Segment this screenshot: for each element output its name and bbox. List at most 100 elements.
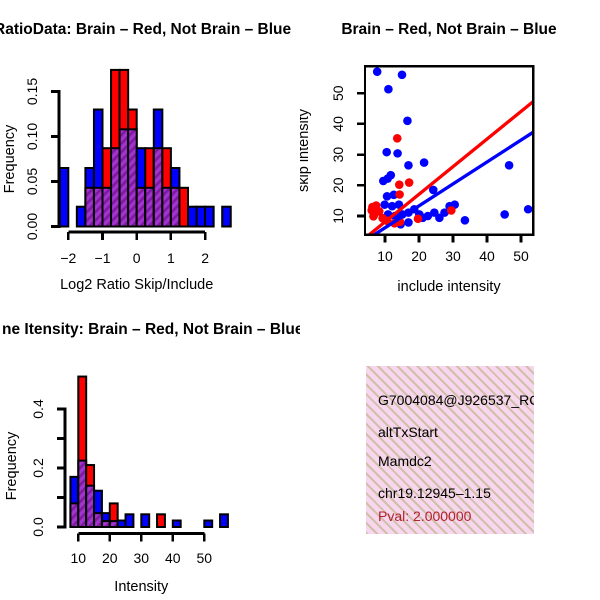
- y-axis-label: skip intensity: [300, 108, 312, 192]
- x-tick-label: 2: [201, 250, 209, 266]
- scatter-point-blue: [423, 211, 433, 221]
- info-pval: Pval: 2.000000: [378, 508, 472, 524]
- scatter-point-blue: [523, 204, 533, 214]
- hist-bar-overlap: [108, 520, 119, 529]
- info-locus: chr19.12945–1.15: [378, 485, 491, 501]
- info-probe-id: G7004084@J926537_RC: [378, 392, 534, 408]
- hist-bar: [58, 167, 70, 228]
- y-axis-label: Frequency: [2, 124, 18, 193]
- scatter-point-blue: [380, 200, 389, 209]
- hist-bar-overlap: [110, 147, 121, 228]
- hist-bar-overlap: [101, 186, 113, 228]
- hist-bar-overlap: [144, 186, 155, 228]
- scatter-point-red: [413, 214, 423, 224]
- scatter-point-blue: [440, 208, 449, 217]
- y-tick-label: 10: [330, 208, 346, 224]
- y-tick-label: 0.2: [30, 458, 46, 478]
- hist-gene-intensity-chart: 0.0 0.2 0.4 10 20 30 40 50 Intensity Frequency ne …: [2, 321, 300, 595]
- hist-bar: [116, 519, 127, 528]
- hist-bar: [178, 186, 189, 228]
- x-tick-label: 40: [479, 248, 495, 264]
- x-tick-label: 1: [167, 250, 175, 266]
- scatter-point-red: [374, 207, 384, 216]
- hist-bar: [221, 205, 232, 228]
- scatter-point-blue: [504, 161, 514, 170]
- x-tick-label: 20: [411, 248, 427, 264]
- hist-bar-overlap: [92, 186, 104, 228]
- scatter-point-blue: [428, 185, 438, 195]
- y-tick-label: 0.0: [30, 517, 46, 537]
- x-tick-label: 30: [445, 248, 461, 264]
- hist-bar-overlap: [127, 128, 138, 228]
- hist-bar: [156, 513, 166, 529]
- hist-bar-overlap: [84, 186, 95, 228]
- y-tick-label: 30: [330, 147, 346, 163]
- x-axis-label: Intensity: [114, 579, 169, 595]
- y-tick-label: 0.10: [24, 123, 40, 150]
- x-tick-label: 20: [102, 550, 118, 566]
- panel-hist-gene-intensity: 0.0 0.2 0.4 10 20 30 40 50 Intensity Frequency ne …: [0, 300, 300, 600]
- fit-line-not-brain-fit: [373, 130, 535, 237]
- x-tick-label: −2: [60, 250, 76, 266]
- scatter-point-red: [395, 190, 404, 199]
- hist-bar: [203, 519, 214, 528]
- hist-bar-overlap: [77, 459, 88, 528]
- x-tick-label: −1: [95, 250, 111, 266]
- hist-bar-overlap: [152, 147, 164, 228]
- scatter-point-blue: [404, 161, 413, 170]
- panel-hist-log2-ratio: 0.00 0.05 0.10 0.15 −2 −1 0 1 2 Log2 Ratio Skip/I…: [0, 0, 300, 300]
- y-tick-label: 0.4: [30, 399, 46, 419]
- x-tick-label: 50: [197, 550, 213, 566]
- x-axis-label: include intensity: [397, 279, 501, 295]
- scatter-point-blue: [386, 170, 396, 180]
- scatter-point-blue: [403, 116, 412, 126]
- x-tick-label: 10: [71, 550, 87, 566]
- scatter-point-blue: [404, 218, 413, 227]
- y-tick-label: 0.15: [24, 78, 40, 105]
- scatter-point-red: [447, 206, 456, 215]
- scatter-point-blue: [460, 215, 470, 225]
- hist-bar: [171, 519, 182, 528]
- fit-line-brain-fit: [368, 100, 535, 237]
- hist-bar-overlap: [100, 520, 111, 529]
- plot-box: [363, 65, 535, 236]
- hist-bar-overlap: [169, 186, 181, 228]
- y-tick-label: 0.05: [24, 168, 40, 195]
- hist-bar: [187, 205, 198, 228]
- scatter-point-blue: [372, 67, 382, 77]
- scatter-point-blue: [397, 70, 407, 80]
- y-tick-label: 40: [330, 116, 346, 132]
- event-info-box: G7004084@J926537_RC altTxStart Mamdc2 ch…: [366, 366, 534, 534]
- chart-title: RatioData: Brain – Red, Not Brain – Blue: [0, 21, 292, 38]
- scatter-point-blue: [382, 147, 391, 157]
- scatter-point-red: [394, 180, 404, 189]
- hist-bar: [75, 205, 87, 228]
- scatter-point-blue: [387, 201, 397, 211]
- hist-bar: [219, 513, 229, 529]
- hist-bar-overlap: [118, 128, 130, 228]
- hist-bar-overlap: [161, 186, 172, 228]
- scatter-point-blue: [500, 210, 509, 219]
- hist-bar-overlap: [69, 502, 80, 528]
- hist-bar: [204, 205, 215, 228]
- y-axis-label: Frequency: [4, 431, 20, 500]
- y-tick-label: 0.00: [24, 213, 40, 240]
- scatter-chart: 10 20 30 40 50 10 20 30 40 50 include intensity ski…: [300, 21, 557, 295]
- y-tick-label: 50: [330, 85, 346, 101]
- hist-bar-overlap: [85, 484, 96, 528]
- scatter-point-blue: [419, 158, 429, 167]
- y-tick-label: 20: [330, 177, 346, 193]
- x-tick-label: 40: [165, 550, 181, 566]
- chart-title: ne Itensity: Brain – Red, Not Brain – Bl…: [2, 321, 300, 338]
- x-axis-label: Log2 Ratio Skip/Include: [60, 277, 213, 293]
- scatter-point-blue: [379, 176, 388, 186]
- scatter-point-red: [369, 212, 378, 221]
- x-tick-label: 50: [513, 248, 529, 264]
- x-tick-label: 10: [377, 248, 393, 264]
- hist-log2-ratio-chart: 0.00 0.05 0.10 0.15 −2 −1 0 1 2 Log2 Ratio Skip/I…: [0, 21, 292, 293]
- hist-bar: [195, 205, 207, 228]
- hist-bar: [140, 513, 151, 529]
- scatter-point-blue: [382, 192, 392, 201]
- scatter-point-blue: [384, 84, 393, 94]
